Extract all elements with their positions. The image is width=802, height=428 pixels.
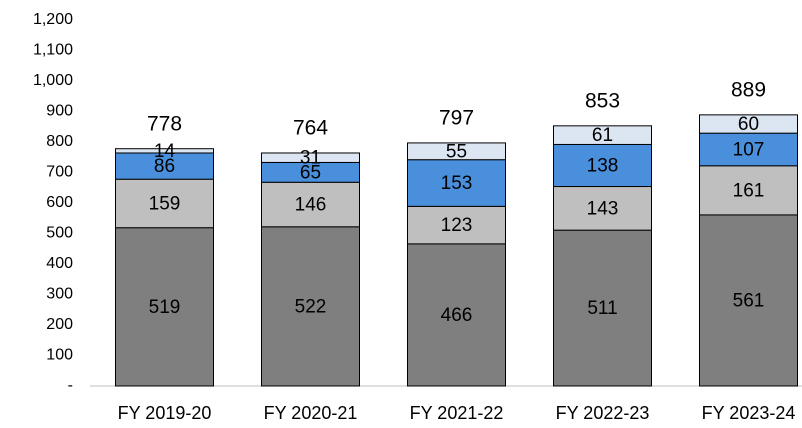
x-tick-label: FY 2021-22	[410, 403, 504, 423]
data-label: 31	[300, 148, 321, 169]
total-label: 889	[731, 78, 766, 101]
bar-segment	[115, 148, 214, 154]
x-tick-label: FY 2022-23	[556, 403, 650, 423]
y-tick-label: 700	[46, 164, 73, 181]
bar-segment	[407, 243, 506, 387]
data-label: 161	[733, 180, 765, 201]
y-tick-label: 900	[46, 103, 73, 120]
data-label: 123	[441, 215, 473, 236]
y-tick-label: 1,000	[33, 72, 73, 89]
y-tick-label: -	[68, 377, 73, 394]
bar-segment	[261, 152, 360, 163]
bar-segment	[115, 178, 214, 229]
x-tick-label: FY 2019-20	[118, 403, 212, 423]
bar-segment	[553, 125, 652, 145]
data-label: 107	[733, 139, 765, 160]
data-label: 143	[587, 198, 619, 219]
bar-segment	[553, 186, 652, 231]
y-tick-label: 200	[46, 316, 73, 333]
data-label: 55	[446, 141, 467, 162]
y-tick-label: 500	[46, 225, 73, 242]
data-label: 65	[300, 162, 321, 183]
data-label: 466	[441, 305, 473, 326]
bar-segment	[407, 205, 506, 245]
x-tick-label: FY 2023-24	[702, 403, 796, 423]
y-tick-label: 300	[46, 286, 73, 303]
data-label: 146	[295, 195, 327, 216]
data-label: 153	[441, 173, 473, 194]
total-label: 778	[147, 112, 182, 135]
data-label: 519	[149, 297, 181, 318]
y-tick-label: 1,100	[33, 42, 73, 59]
y-tick-label: 100	[46, 347, 73, 364]
bar-segment	[261, 226, 360, 387]
bar-segment	[115, 227, 214, 387]
data-label: 14	[154, 141, 176, 162]
total-label: 764	[293, 117, 328, 140]
data-label: 511	[587, 298, 617, 319]
total-label: 853	[585, 89, 620, 112]
data-label: 86	[154, 156, 175, 177]
data-label: 61	[592, 125, 613, 146]
bar-segment	[553, 143, 652, 188]
bar-segment	[407, 142, 506, 161]
y-tick-label: 1,200	[33, 11, 73, 28]
data-label: 522	[295, 296, 327, 317]
data-label: 159	[149, 193, 181, 214]
total-label: 797	[439, 106, 474, 129]
data-label: 561	[733, 290, 765, 311]
y-tick-label: 600	[46, 194, 73, 211]
data-label: 60	[738, 114, 759, 135]
data-label: 138	[587, 156, 619, 177]
bar-segment	[553, 229, 652, 387]
y-tick-label: 400	[46, 255, 73, 272]
bar-segment	[261, 181, 360, 228]
y-tick-label: 800	[46, 133, 73, 150]
x-tick-label: FY 2020-21	[264, 403, 358, 423]
bar-segment	[699, 114, 798, 134]
